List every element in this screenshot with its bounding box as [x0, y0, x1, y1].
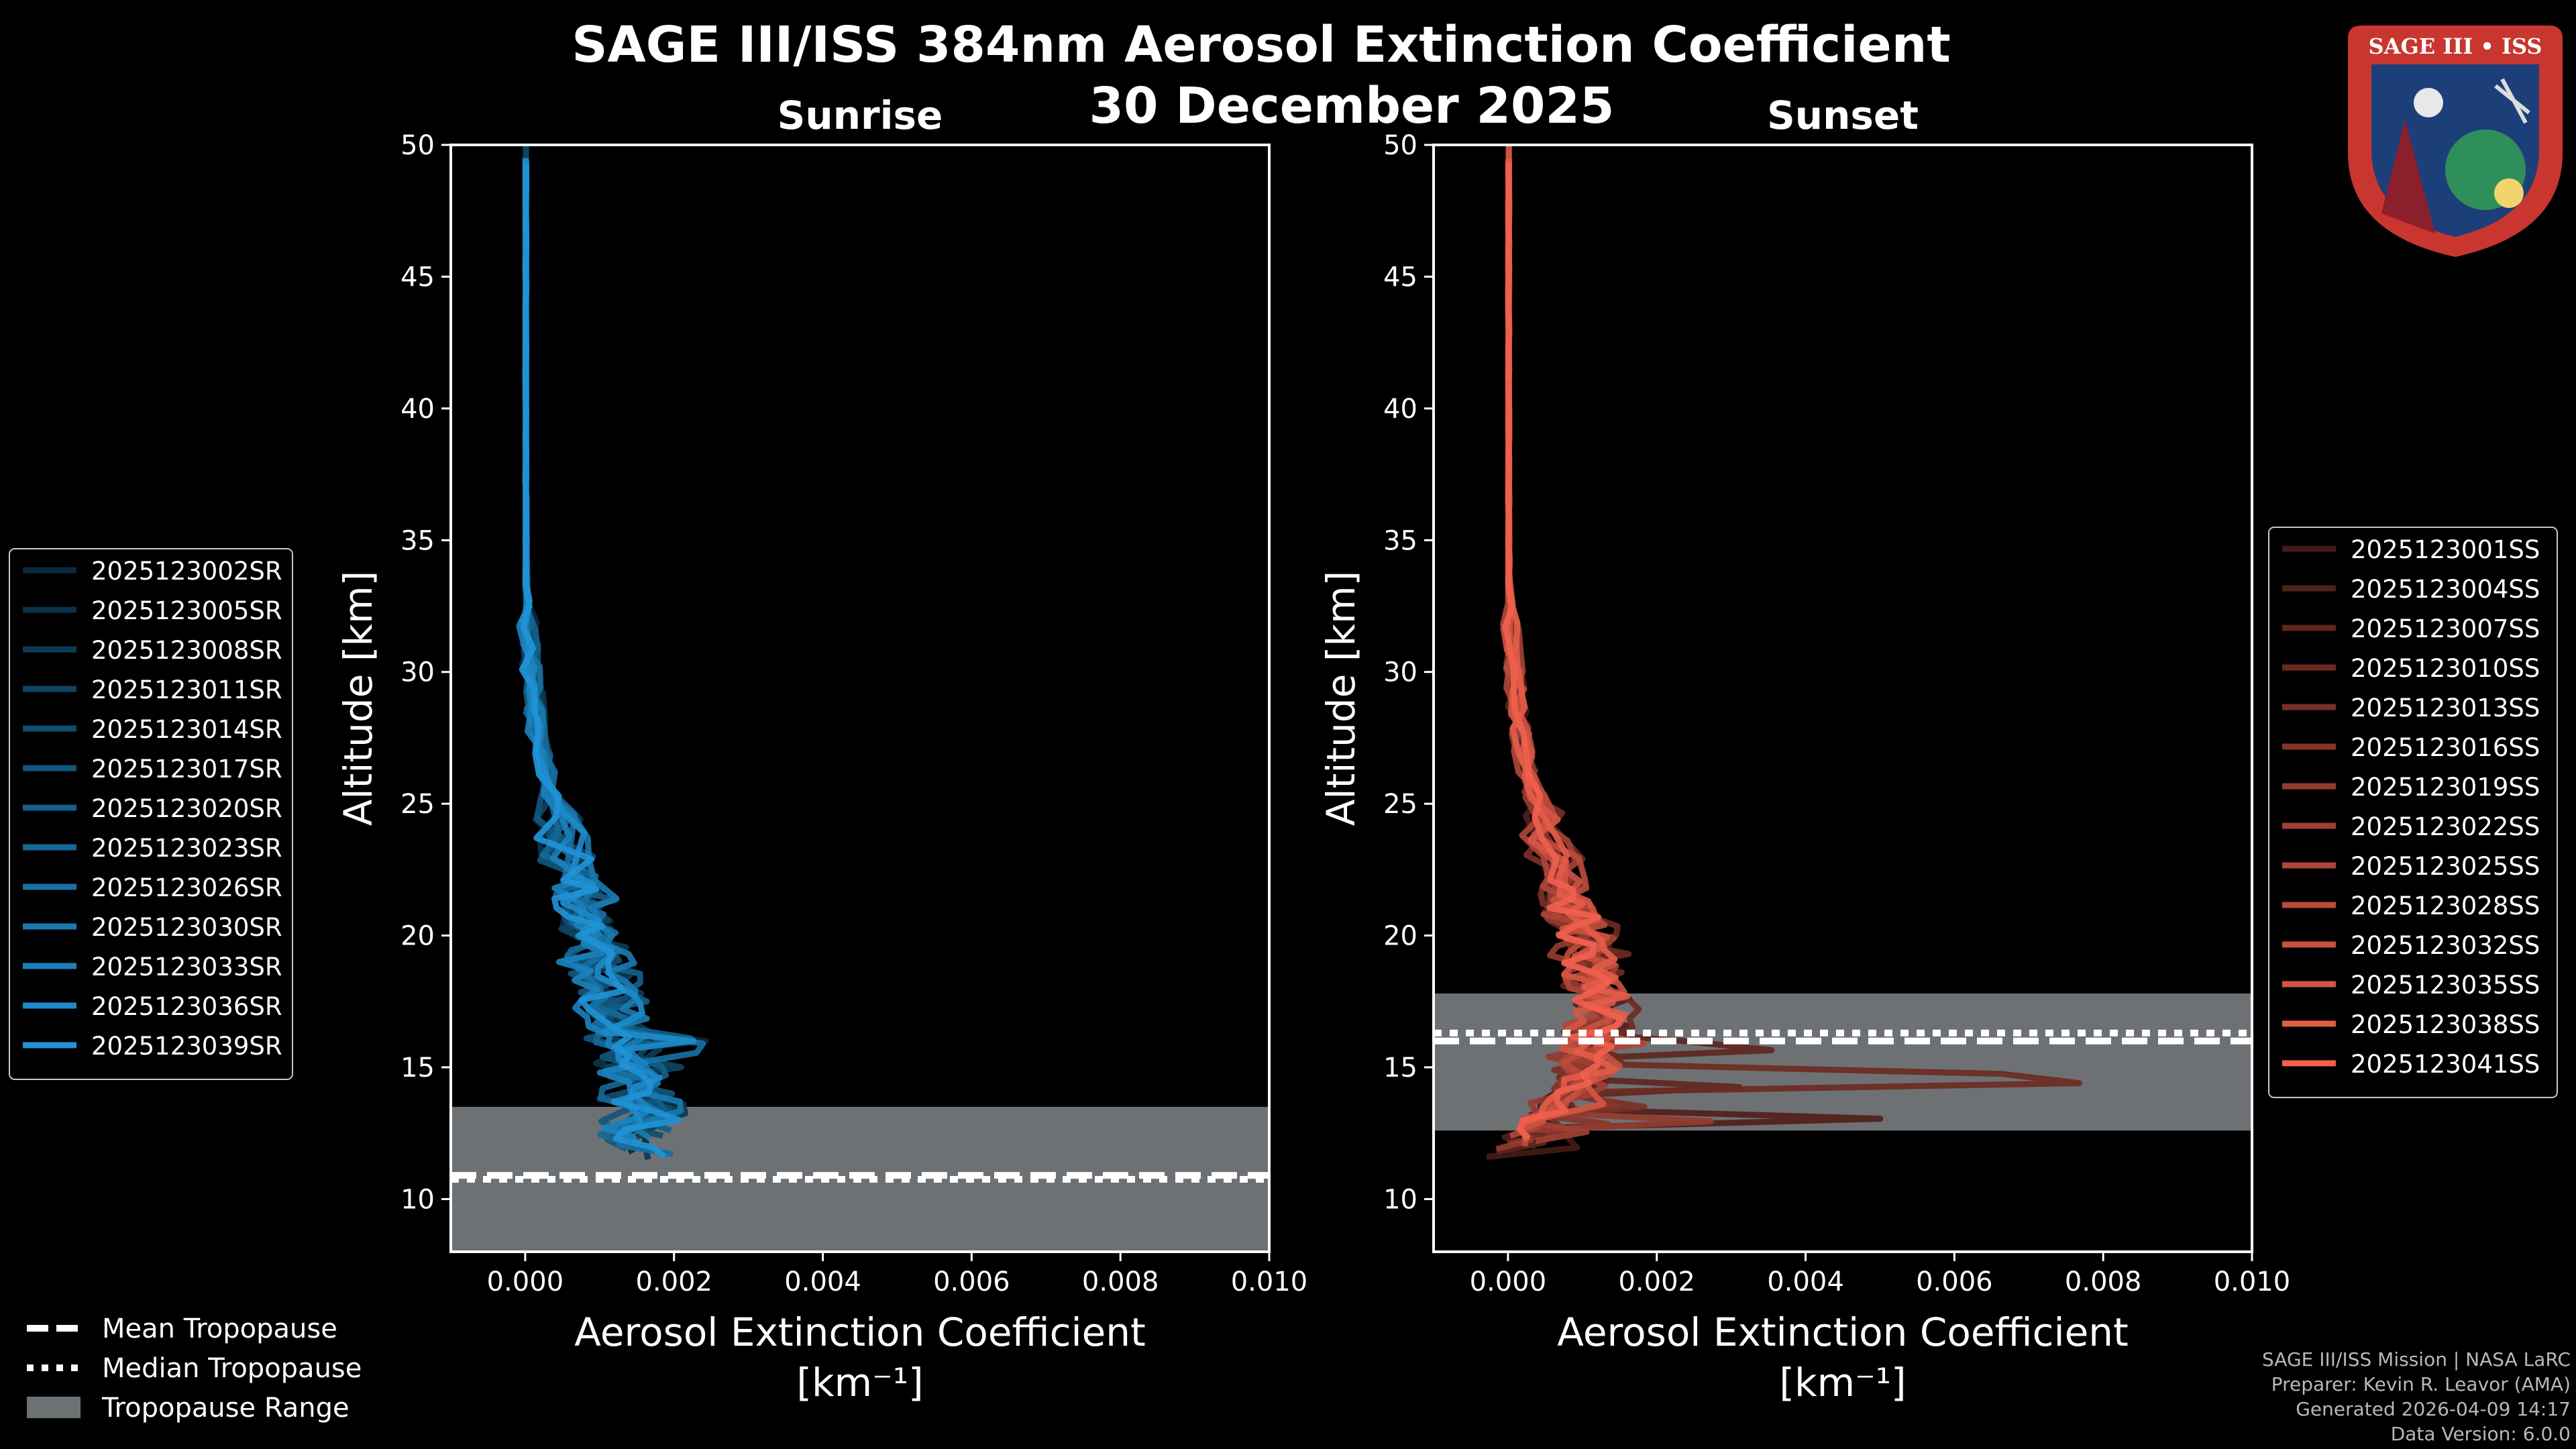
y-tick-label: 25 [1383, 789, 1417, 820]
x-tick-label: 0.006 [933, 1267, 1010, 1297]
series-lines [516, 145, 709, 1161]
legend-label: 2025123039SR [91, 1032, 282, 1061]
legend-label: 2025123028SS [2351, 892, 2540, 920]
y-axis-label: Altitude [km] [335, 571, 381, 826]
legend-label: 2025123036SR [91, 992, 282, 1021]
legend-label: 2025123008SR [91, 636, 282, 665]
series-legend: 2025123002SR 2025123005SR 2025123008SR 2025… [9, 548, 293, 1080]
logo-station [2494, 78, 2530, 124]
legend-label: 2025123010SS [2351, 654, 2540, 683]
legend-frame [9, 548, 293, 1080]
panel-title: Sunset [1767, 93, 1919, 138]
legend-label: 2025123038SS [2351, 1010, 2540, 1039]
y-tick-label: 20 [1383, 921, 1417, 952]
x-tick-label: 0.008 [2065, 1267, 2142, 1297]
chart-panel-sunset: 0.000 0.002 0.004 0.006 0.008 0.010 10 15 20 25 30… [1318, 93, 2558, 1405]
legend-label: 2025123017SR [91, 755, 282, 784]
x-axis-label: Aerosol Extinction Coefficient [1557, 1309, 2129, 1355]
legend-label: Median Tropopause [102, 1353, 362, 1384]
panel-title: Sunrise [777, 93, 943, 138]
credit-line: Preparer: Kevin R. Leavor (AMA) [2271, 1373, 2571, 1395]
y-tick-label: 40 [1383, 394, 1417, 425]
y-tick-label: 50 [400, 130, 435, 161]
x-tick-label: 0.006 [1916, 1267, 1993, 1297]
legend-label: Mean Tropopause [102, 1313, 337, 1344]
y-tick-label: 35 [400, 525, 435, 556]
logo-figure-cloak [2381, 119, 2435, 233]
x-axis-label: Aerosol Extinction Coefficient [574, 1309, 1146, 1355]
logo-title: SAGE III • ISS [2369, 34, 2542, 59]
legend-label: 2025123030SR [91, 913, 282, 942]
y-tick-label: 25 [400, 789, 435, 820]
x-tick-label: 0.008 [1082, 1267, 1159, 1297]
y-tick-label: 15 [1383, 1053, 1417, 1083]
chart-panel-sunrise: 0.000 0.002 0.004 0.006 0.008 0.010 10 15 20 25 30… [9, 93, 1307, 1405]
credits-block: SAGE III/ISS Mission | NASA LaRC Prepare… [2262, 1347, 2571, 1446]
axes-frame [1432, 144, 2253, 1253]
y-tick-label: 15 [400, 1053, 435, 1083]
legend-label: 2025123002SR [91, 557, 282, 586]
legend-label: 2025123023SR [91, 834, 282, 863]
legend-label: 2025123004SS [2351, 575, 2540, 604]
plot-area [451, 145, 1269, 1252]
legend-label: 2025123033SR [91, 953, 282, 981]
y-tick-label: 20 [400, 921, 435, 952]
legend-label: Tropopause Range [101, 1393, 350, 1424]
legend-label: 2025123020SR [91, 794, 282, 823]
x-tick-label: 0.000 [1470, 1267, 1547, 1297]
legend-label: 2025123035SS [2351, 971, 2540, 1000]
legend-label: 2025123011SR [91, 676, 282, 704]
legend-label: 2025123022SS [2351, 812, 2540, 841]
legend-label: 2025123014SR [91, 715, 282, 744]
credit-line: SAGE III/ISS Mission | NASA LaRC [2262, 1348, 2571, 1371]
legend-label: 2025123025SS [2351, 852, 2540, 881]
x-tick-label: 0.002 [635, 1267, 712, 1297]
logo-moon [2414, 88, 2443, 117]
credit-line: Data Version: 6.0.0 [2390, 1423, 2571, 1445]
series-legend: 2025123001SS 2025123004SS 2025123007SS 2025… [2268, 527, 2558, 1098]
logo-sun [2494, 178, 2524, 208]
credit-line: Generated 2026-04-09 14:17 [2296, 1398, 2571, 1420]
legend-frame [2268, 527, 2558, 1098]
y-tick-label: 10 [1383, 1184, 1417, 1215]
tropopause-legend: Mean Tropopause Median Tropopause Tropopau… [27, 1313, 362, 1424]
figure-title: SAGE III/ISS 384nm Aerosol Extinction Co… [572, 16, 1951, 74]
legend-label: 2025123032SS [2351, 931, 2540, 960]
y-tick-label: 45 [1383, 262, 1417, 292]
legend-label: 2025123005SR [91, 596, 282, 625]
legend-label: 2025123041SS [2351, 1050, 2540, 1079]
axes-frame [449, 144, 1271, 1253]
x-axis-unit: [km⁻¹] [1779, 1360, 1906, 1405]
y-tick-label: 45 [400, 262, 435, 292]
x-tick-label: 0.000 [487, 1267, 564, 1297]
legend-range-swatch [27, 1397, 80, 1418]
x-tick-label: 0.010 [2214, 1267, 2291, 1297]
y-axis-label: Altitude [km] [1318, 571, 1364, 826]
legend-label: 2025123007SS [2351, 614, 2540, 643]
legend-label: 2025123019SS [2351, 773, 2540, 802]
sage-iii-iss-logo: SAGE III • ISS [2348, 25, 2563, 257]
y-tick-label: 10 [400, 1184, 435, 1215]
legend-label: 2025123013SS [2351, 694, 2540, 722]
y-tick-label: 30 [400, 657, 435, 688]
x-tick-label: 0.010 [1231, 1267, 1308, 1297]
y-tick-label: 50 [1383, 130, 1417, 161]
x-axis-unit: [km⁻¹] [796, 1360, 923, 1405]
figure-date: 30 December 2025 [1089, 77, 1615, 135]
series-line-2025123039SR [519, 163, 682, 1160]
x-tick-label: 0.004 [784, 1267, 861, 1297]
legend-label: 2025123001SS [2351, 535, 2540, 564]
y-tick-label: 30 [1383, 657, 1417, 688]
legend-label: 2025123026SR [91, 873, 282, 902]
x-tick-label: 0.004 [1767, 1267, 1844, 1297]
x-tick-label: 0.002 [1618, 1267, 1695, 1297]
legend-label: 2025123016SS [2351, 733, 2540, 762]
y-tick-label: 35 [1383, 525, 1417, 556]
y-tick-label: 40 [400, 394, 435, 425]
